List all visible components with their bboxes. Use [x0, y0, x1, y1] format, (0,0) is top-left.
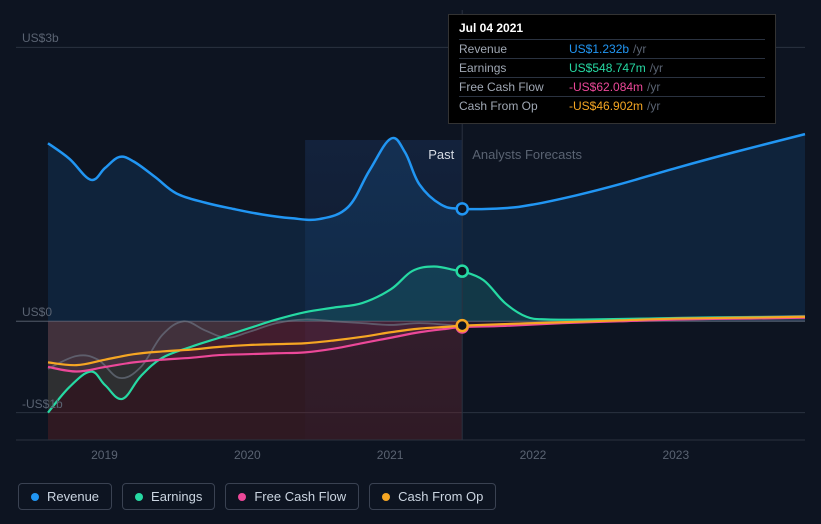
- legend-item-label: Revenue: [47, 489, 99, 504]
- legend-item-free-cash-flow[interactable]: Free Cash Flow: [225, 483, 359, 510]
- chart-tooltip: Jul 04 2021 RevenueUS$1.232b/yrEarningsU…: [448, 14, 776, 124]
- legend-item-cash-from-op[interactable]: Cash From Op: [369, 483, 496, 510]
- tooltip-row: Free Cash Flow-US$62.084m/yr: [459, 77, 765, 96]
- tooltip-row-value: -US$46.902m: [569, 99, 643, 113]
- tooltip-row: RevenueUS$1.232b/yr: [459, 39, 765, 58]
- legend-item-earnings[interactable]: Earnings: [122, 483, 215, 510]
- legend-item-label: Cash From Op: [398, 489, 483, 504]
- tooltip-row-value: US$1.232b: [569, 42, 629, 56]
- tooltip-rows: RevenueUS$1.232b/yrEarningsUS$548.747m/y…: [459, 39, 765, 115]
- tooltip-row-value: -US$62.084m: [569, 80, 643, 94]
- tooltip-row: Cash From Op-US$46.902m/yr: [459, 96, 765, 115]
- legend-item-label: Earnings: [151, 489, 202, 504]
- legend-dot-icon: [135, 493, 143, 501]
- tooltip-row-unit: /yr: [633, 42, 646, 56]
- tooltip-row-label: Revenue: [459, 42, 569, 56]
- tooltip-row-label: Free Cash Flow: [459, 80, 569, 94]
- tooltip-row-unit: /yr: [650, 61, 663, 75]
- tooltip-row-unit: /yr: [647, 80, 660, 94]
- legend-dot-icon: [382, 493, 390, 501]
- legend-item-revenue[interactable]: Revenue: [18, 483, 112, 510]
- chart-legend: Revenue Earnings Free Cash Flow Cash From O…: [18, 483, 496, 510]
- tooltip-row: EarningsUS$548.747m/yr: [459, 58, 765, 77]
- legend-dot-icon: [238, 493, 246, 501]
- tooltip-date: Jul 04 2021: [459, 21, 765, 39]
- legend-dot-icon: [31, 493, 39, 501]
- tooltip-row-unit: /yr: [647, 99, 660, 113]
- financials-chart: US$3bUS$0-US$1b20192020202120222023PastA…: [0, 0, 821, 524]
- tooltip-row-label: Cash From Op: [459, 99, 569, 113]
- legend-item-label: Free Cash Flow: [254, 489, 346, 504]
- tooltip-row-value: US$548.747m: [569, 61, 646, 75]
- tooltip-row-label: Earnings: [459, 61, 569, 75]
